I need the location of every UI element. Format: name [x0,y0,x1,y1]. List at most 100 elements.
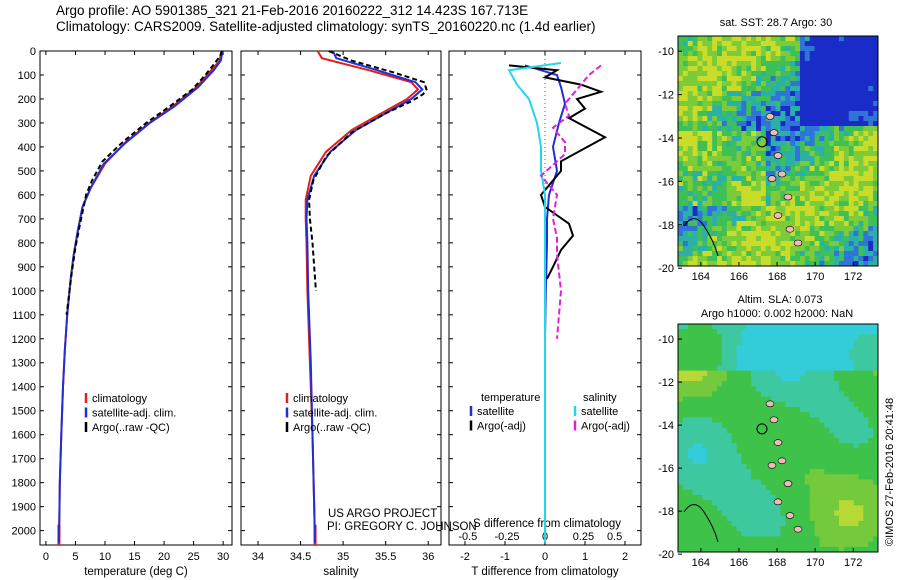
map-cell [712,136,718,142]
map-cell [809,256,815,262]
map-cell [702,156,708,162]
map-cell [848,500,855,506]
map-cell [838,515,845,522]
map-cell [785,206,791,212]
map-cell [751,432,757,439]
map-cell [712,141,718,147]
map-cell [741,196,747,202]
map-cell [712,36,718,42]
x-axis-label-top: S difference from climatology [473,518,621,530]
map-cell [785,360,791,366]
map-cell [809,246,815,252]
map-cell [746,261,752,267]
map-cell [726,344,733,351]
map-cell [873,236,879,242]
map-cell [834,448,840,454]
map-cell [809,51,815,57]
map-cell [756,432,762,439]
figure-subtitle: Climatology: CARS2009. Satellite-adjuste… [56,19,596,34]
map-cell [790,448,796,454]
map-cell [731,46,737,52]
map-cell [863,479,869,486]
map-cell [697,106,703,112]
x-tick-label: 34.5 [290,551,311,563]
map-cell [682,334,689,340]
map-cell [814,443,820,449]
map-cell [707,500,713,506]
map-cell [804,101,811,107]
map-cell [765,206,772,212]
map-cell [707,515,713,522]
map-cell [746,355,752,361]
map-cell [814,186,820,192]
map-cell [858,526,864,532]
map-cell [760,146,767,152]
map-cell [790,166,796,172]
map-cell [853,406,859,413]
map-cell [809,334,815,340]
map-cell [707,246,713,252]
map-cell [795,386,801,392]
map-cell [785,375,791,382]
map-cell [780,349,786,356]
map-cell [843,463,850,470]
map-cell [717,101,723,107]
map-cell [868,91,874,97]
series-line-S-argo [539,64,602,339]
map-cell [717,412,723,418]
map-cell [838,56,845,62]
map-cell [873,370,879,377]
map-cell [751,406,757,413]
map-cell [799,96,806,102]
map-cell [760,401,767,408]
map-cell [717,176,723,182]
map-cell [717,111,723,117]
map-cell [780,86,786,92]
map-cell [799,458,806,465]
map-cell [775,121,781,127]
map-cell [731,334,737,340]
map-cell [858,495,864,501]
map-cell [804,226,811,232]
map-cell [712,406,718,413]
map-cell [775,344,781,351]
map-cell [853,96,859,102]
map-cell [873,324,879,330]
map-cell [687,334,694,340]
map-cell [707,111,713,117]
map-cell [765,438,772,444]
map-cell [824,375,830,382]
map-cell [697,438,703,444]
map-cell [736,46,742,52]
map-cell [692,536,698,543]
map-cell [692,334,698,340]
map-cell [863,236,869,242]
map-cell [760,422,767,429]
map-cell [814,96,820,102]
map-cell [692,505,698,511]
map-cell [814,241,820,247]
map-cell [785,81,791,87]
map-cell [834,41,840,47]
map-cell [824,432,830,439]
map-cell [721,56,728,62]
map-cell [848,458,855,465]
map-cell [712,86,718,92]
y-tick-label: 1800 [12,478,36,490]
map-cell [814,381,820,387]
map-cell [809,391,815,397]
map-cell [687,251,694,257]
map-cell [814,106,820,112]
map-cell [751,51,757,57]
map-cell [858,76,864,82]
map-cell [736,386,742,392]
map-cell [858,41,864,47]
map-cell [824,261,830,267]
map-cell [731,463,737,470]
map-cell [717,196,723,202]
map-cell [838,231,845,237]
map-cell [687,91,694,97]
map-cell [678,36,684,42]
map-cell [858,344,864,351]
map-cell [721,386,728,392]
